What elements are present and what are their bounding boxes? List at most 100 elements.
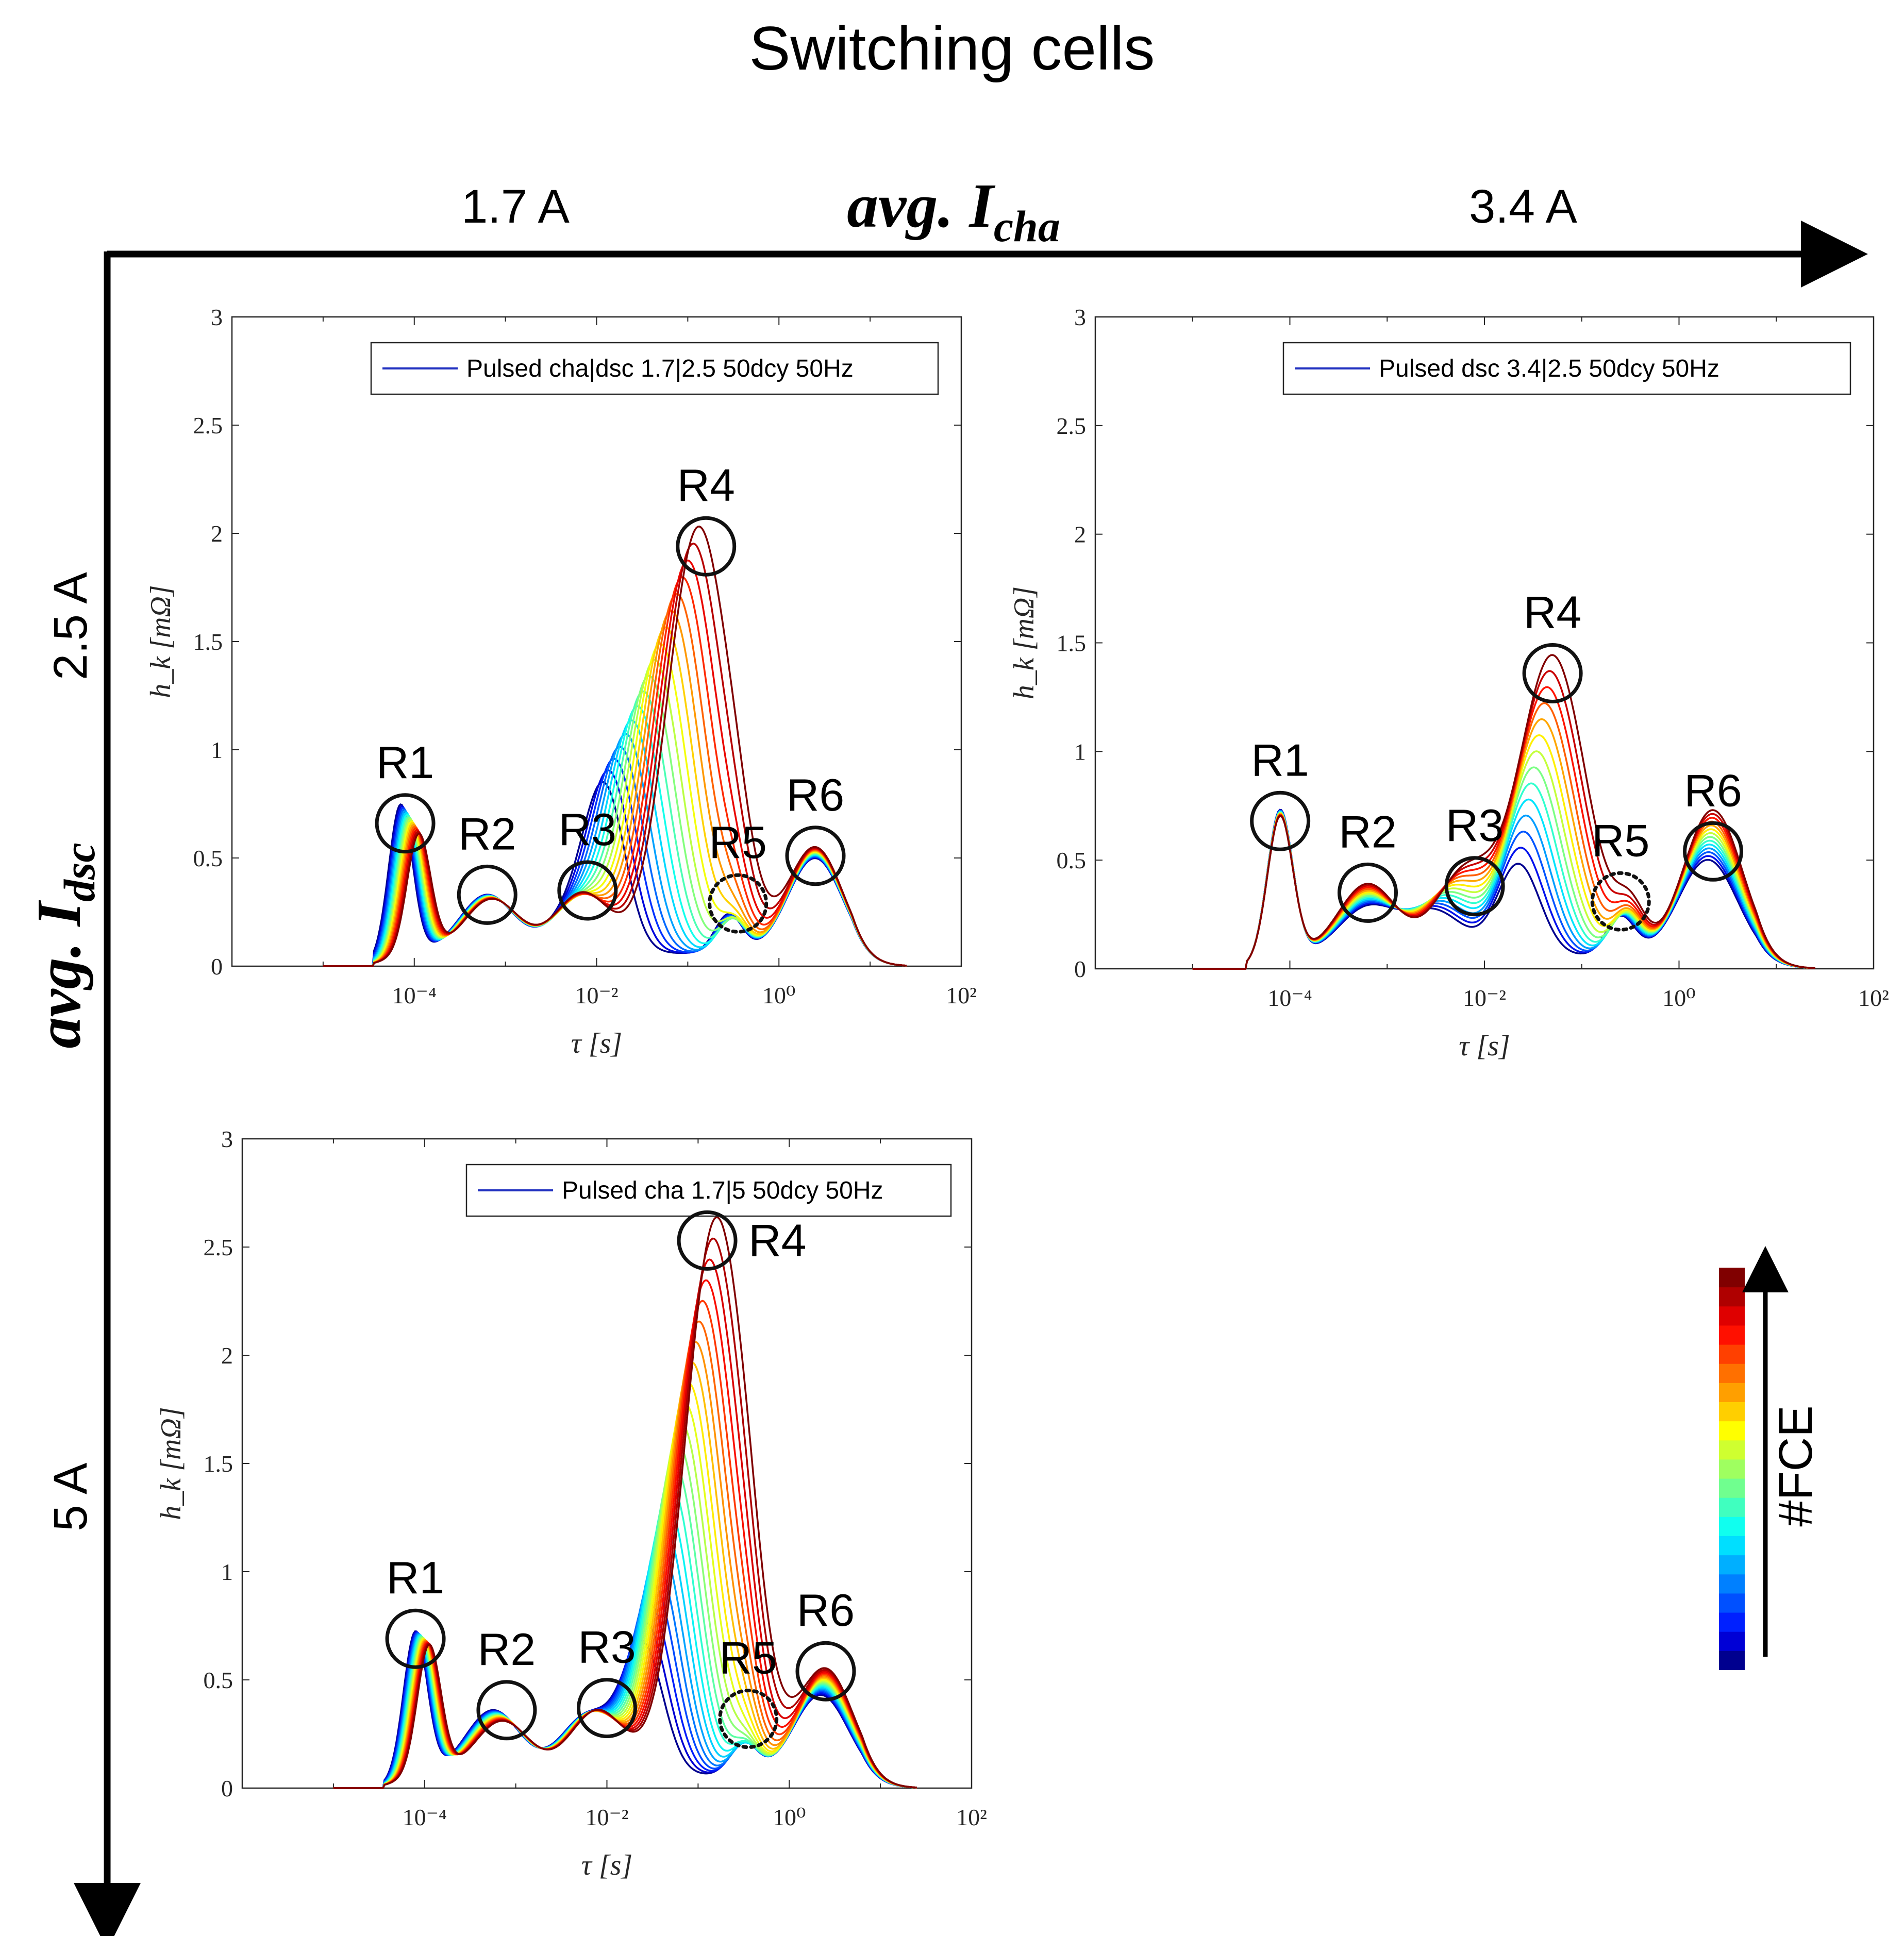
colorbar-swatch — [1719, 1497, 1745, 1517]
chart-panel-top-right: 0 0.5 1 1.5 2 2.5 3 10⁻⁴ 10⁻² 10⁰ 10² τ [s] h_k [mΩ]… — [1008, 304, 1889, 1062]
peak-label-r6: R6 — [1684, 765, 1742, 816]
y-axis-title: h_k [mΩ] — [145, 585, 177, 698]
peak-label-r2: R2 — [458, 808, 516, 859]
peak-label-r5: R5 — [709, 817, 767, 868]
colorbar-swatch — [1719, 1268, 1745, 1288]
y-tick-label: 2.5 — [193, 412, 223, 439]
chart-panel-top-left: 0 0.5 1 1.5 2 2.5 3 10⁻⁴ 10⁻² 10⁰ 10² τ [s] h_k [mΩ]… — [145, 304, 977, 1059]
colorbar-swatch — [1719, 1612, 1745, 1632]
row-label-1: 2.5 A — [44, 571, 97, 680]
y-tick-label: 1.5 — [193, 629, 223, 655]
colorbar-swatch — [1719, 1459, 1745, 1479]
y-tick-label: 2.5 — [204, 1234, 233, 1260]
y-axis-title: h_k [mΩ] — [1008, 586, 1040, 699]
x-tick-label: 10⁰ — [773, 1804, 806, 1830]
axes-frame — [241, 1138, 973, 1789]
peak-label-r2: R2 — [1339, 806, 1397, 857]
x-axis-title: τ [s] — [581, 1849, 632, 1881]
peak-label-r5: R5 — [719, 1632, 777, 1684]
chart-panel-bottom-left: 0 0.5 1 1.5 2 2.5 3 10⁻⁴ 10⁻² 10⁰ 10² τ [s] h_k [mΩ]… — [155, 1126, 987, 1881]
peak-marker-r2 — [457, 864, 517, 925]
y-tick-label: 1.5 — [204, 1451, 233, 1477]
peak-marker-r4 — [677, 1210, 738, 1271]
series-curve — [1192, 654, 1815, 970]
colorbar-swatch — [1719, 1516, 1745, 1536]
y-axis-sub: dsc — [55, 843, 104, 902]
peak-label-r6: R6 — [787, 769, 845, 820]
y-tick-label: 0.5 — [204, 1667, 233, 1693]
peak-label-r1: R1 — [376, 737, 435, 788]
x-tick-label: 10⁻² — [585, 1804, 628, 1830]
x-axis-title: τ [s] — [571, 1028, 622, 1059]
peak-marker-r1 — [385, 1608, 446, 1669]
peak-label-r1: R1 — [1251, 734, 1309, 785]
x-tick-label: 10⁰ — [762, 982, 795, 1008]
col-label-1: 1.7 A — [461, 180, 570, 233]
peak-label-r3: R3 — [578, 1622, 636, 1673]
peak-marker-r6 — [1683, 821, 1744, 882]
y-tick-label: 2 — [211, 520, 223, 547]
y-tick-label: 3 — [1074, 304, 1086, 330]
y-tick-label: 0 — [211, 953, 223, 980]
y-tick-label: 0.5 — [193, 845, 223, 871]
y-axis-title: h_k [mΩ] — [155, 1407, 187, 1520]
legend-text: Pulsed cha 1.7|5 50dcy 50Hz — [562, 1177, 883, 1204]
colorbar-swatch — [1719, 1363, 1745, 1383]
x-tick-label: 10² — [956, 1804, 987, 1830]
colorbar-swatch — [1719, 1344, 1745, 1364]
series-curve — [333, 1258, 917, 1789]
legend-box — [1282, 342, 1851, 395]
colorbar-swatch — [1719, 1650, 1745, 1670]
colorbar-swatch — [1719, 1287, 1745, 1307]
x-axis-heading: avg. Icha — [847, 171, 1060, 251]
x-tick-label: 10⁻⁴ — [392, 982, 437, 1008]
y-axis-heading: avg. Idsc — [24, 843, 104, 1048]
colorbar-label: #FCE — [1769, 1405, 1822, 1526]
x-tick-label: 10² — [1858, 985, 1889, 1011]
y-tick-label: 1.5 — [1057, 630, 1087, 656]
peak-label-r4: R4 — [677, 460, 736, 511]
x-axis-label: avg. I — [847, 171, 995, 241]
peak-marker-r5 — [708, 873, 769, 934]
y-tick-label: 0 — [221, 1775, 233, 1802]
peak-marker-r2 — [1338, 862, 1398, 923]
y-tick-label: 0.5 — [1057, 847, 1087, 873]
x-tick-label: 10⁻² — [1463, 985, 1506, 1011]
x-tick-label: 10⁻⁴ — [403, 1804, 447, 1830]
legend-box — [370, 342, 939, 395]
x-tick-label: 10² — [946, 982, 977, 1008]
peak-marker-r6 — [795, 1641, 856, 1702]
colorbar-swatch — [1719, 1382, 1745, 1402]
colorbar-swatch — [1719, 1631, 1745, 1651]
y-tick-label: 2.5 — [1057, 413, 1087, 439]
peak-marker-r2 — [476, 1680, 537, 1741]
peak-label-r5: R5 — [1592, 815, 1650, 866]
peak-label-r6: R6 — [797, 1585, 855, 1636]
y-tick-label: 3 — [221, 1126, 233, 1152]
colorbar-swatch — [1719, 1440, 1745, 1460]
colorbar-swatch — [1719, 1421, 1745, 1441]
peak-marker-r3 — [1444, 856, 1505, 917]
peak-marker-r5 — [1590, 871, 1651, 932]
series-curve — [323, 525, 907, 967]
row-label-2: 5 A — [44, 1462, 97, 1531]
y-axis-label: avg. I — [24, 900, 94, 1048]
col-label-2: 3.4 A — [1469, 180, 1577, 233]
peak-label-r1: R1 — [387, 1552, 445, 1603]
colorbar-swatch — [1719, 1306, 1745, 1326]
figure-title: Switching cells — [749, 14, 1155, 83]
peak-label-r4: R4 — [1524, 587, 1582, 638]
x-tick-label: 10⁻⁴ — [1267, 985, 1312, 1011]
legend-text: Pulsed cha|dsc 1.7|2.5 50dcy 50Hz — [466, 355, 854, 382]
peak-marker-r5 — [718, 1689, 779, 1749]
colorbar-swatch — [1719, 1536, 1745, 1556]
peak-marker-r3 — [577, 1678, 637, 1739]
colorbar — [1719, 1268, 1745, 1670]
y-tick-label: 1 — [221, 1559, 233, 1585]
y-tick-label: 0 — [1074, 956, 1086, 982]
colorbar-swatch — [1719, 1593, 1745, 1613]
peak-label-r3: R3 — [1446, 800, 1504, 851]
peak-marker-r6 — [785, 826, 846, 886]
x-axis-sub: cha — [994, 201, 1060, 251]
